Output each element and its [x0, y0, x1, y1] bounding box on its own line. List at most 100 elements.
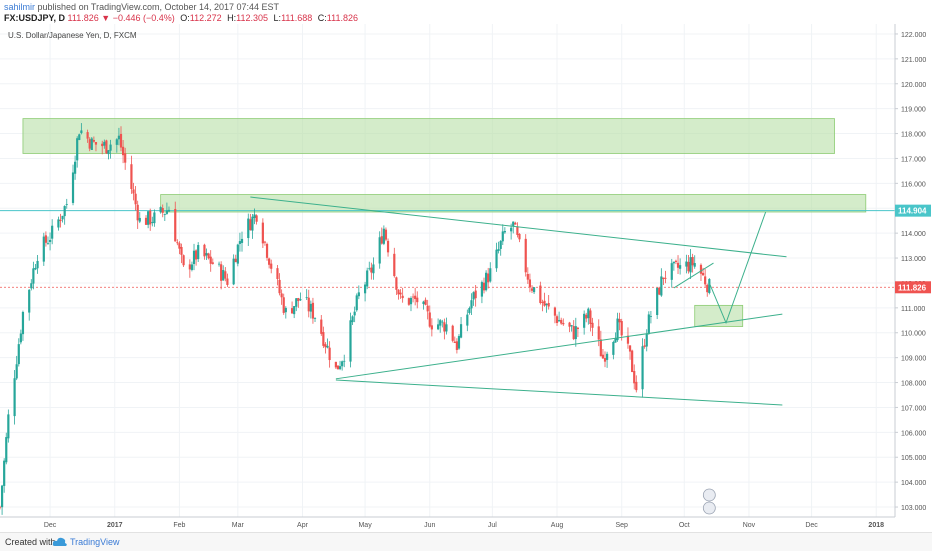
candle-body	[451, 325, 454, 341]
x-tick-label: Oct	[679, 522, 690, 529]
candle-body	[65, 204, 68, 205]
candle-body	[188, 264, 191, 270]
y-tick-label: 116.000	[901, 181, 926, 188]
candle-body	[234, 258, 237, 263]
candle-body	[263, 241, 267, 243]
candle-body	[441, 321, 444, 323]
candle-body	[32, 268, 35, 284]
candle-body	[203, 244, 206, 257]
candle-body	[708, 279, 711, 293]
candle-body	[576, 327, 579, 329]
candle-body	[261, 222, 264, 244]
candle-body	[662, 277, 665, 280]
candle-body	[284, 307, 287, 313]
price-tag: 114.904	[895, 204, 931, 217]
candle-body	[0, 506, 2, 508]
candle-body	[51, 225, 54, 239]
candle-body	[240, 238, 244, 243]
candle-body	[36, 260, 39, 269]
candle-body	[545, 303, 548, 306]
candle-body	[174, 209, 177, 242]
candle-body	[324, 344, 327, 348]
tradingview-brand-link[interactable]: TradingView	[70, 537, 120, 547]
candle-body	[309, 303, 312, 312]
y-tick-label: 107.000	[901, 405, 926, 412]
candle-body	[336, 365, 340, 370]
high-label: H:	[227, 13, 237, 23]
candle-body	[555, 316, 559, 323]
candle-body	[660, 276, 663, 296]
candle-body	[7, 414, 10, 439]
candle-body	[489, 268, 492, 282]
candle-body	[574, 326, 577, 340]
candle-body	[63, 206, 66, 217]
candle-body	[589, 310, 592, 325]
candle-body	[178, 243, 181, 249]
candle-body	[474, 290, 477, 299]
candle-body	[211, 262, 214, 264]
candle-body	[530, 288, 534, 291]
candle-body	[341, 361, 344, 367]
candle-body	[195, 250, 198, 260]
candle-body	[616, 318, 619, 341]
price-lines	[0, 210, 895, 288]
candle-body	[182, 255, 185, 266]
candle-body	[501, 231, 504, 242]
candle-body	[468, 308, 471, 314]
high-value: 112.305	[236, 13, 269, 23]
candle-body	[251, 216, 254, 231]
candle-body	[232, 258, 235, 285]
candle-body	[399, 292, 402, 295]
candle-body	[247, 218, 250, 239]
candle-body	[428, 312, 431, 327]
author-link[interactable]: sahilmir	[4, 2, 36, 12]
candle-body	[78, 134, 81, 140]
x-tick-label: Jun	[424, 522, 435, 529]
candle-body	[512, 221, 515, 227]
candle-body	[518, 233, 521, 240]
candle-body	[455, 341, 458, 350]
candle-body	[689, 257, 692, 273]
candle-body	[357, 292, 360, 297]
candle-body	[620, 321, 623, 336]
candle-body	[439, 320, 442, 326]
candle-body	[307, 297, 310, 312]
candle-body	[633, 371, 636, 384]
y-tick-label: 110.000	[901, 331, 926, 338]
candle-body	[547, 302, 550, 307]
candle-body	[510, 227, 513, 232]
y-tick-label: 103.000	[901, 505, 926, 512]
candle-body	[585, 314, 588, 319]
candle-body	[159, 207, 162, 213]
x-tick-label: Aug	[551, 522, 564, 529]
candle-body	[568, 322, 571, 327]
y-tick-label: 109.000	[901, 356, 926, 363]
price-chart[interactable]: 103.000 104.000 105.000 106.000 107.000 108.0…	[0, 0, 932, 532]
candle-body	[424, 299, 427, 305]
candle-body	[236, 244, 239, 264]
price-tag-label: 114.904	[898, 207, 927, 216]
candle-body	[497, 249, 500, 251]
candle-body	[313, 318, 317, 319]
open-value: 112.272	[189, 13, 222, 23]
candle-body	[226, 278, 229, 285]
candle-body	[88, 139, 91, 149]
candle-body	[499, 240, 502, 249]
candle-body	[138, 217, 141, 222]
supply-demand-zone	[160, 194, 867, 213]
tradingview-cloud-icon	[52, 537, 67, 546]
x-tick-label: Dec	[805, 522, 818, 529]
candle-body	[658, 287, 661, 295]
candle-body	[276, 268, 279, 279]
trendline	[335, 379, 783, 406]
y-tick-label: 108.000	[901, 381, 926, 388]
candle-body	[532, 287, 536, 293]
candle-body	[48, 239, 52, 242]
candle-body	[605, 353, 609, 360]
x-tick-label: May	[358, 522, 372, 529]
candle-body	[121, 146, 125, 156]
x-tick-label: Sep	[615, 522, 628, 529]
quote-line: FX:USDJPY, D 111.826 ▼ −0.446 (−0.4%) O:…	[4, 13, 358, 23]
y-tick-label: 120.000	[901, 82, 926, 89]
candle-body	[560, 319, 563, 324]
